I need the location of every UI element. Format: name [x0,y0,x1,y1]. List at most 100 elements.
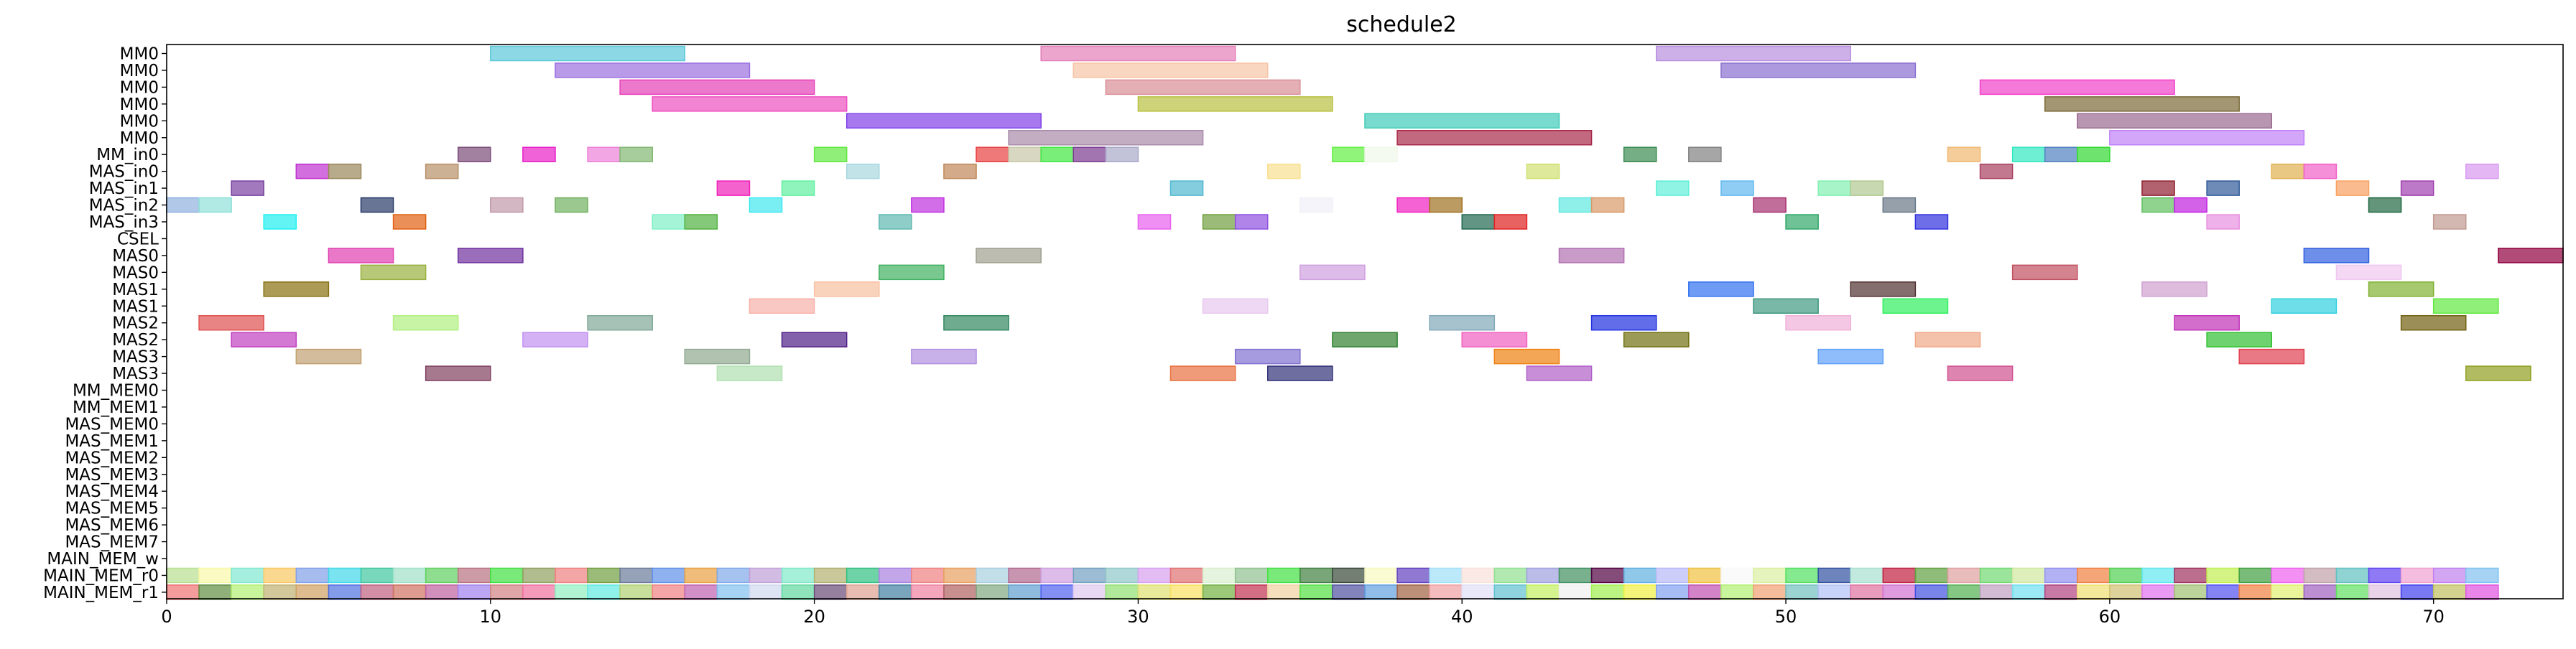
memory-slot-bar [457,567,491,584]
memory-slot-bar [231,584,264,600]
memory-slot-bar [328,584,362,600]
task-bar [1008,146,1042,162]
y-tick-label: MM0 [120,95,159,114]
task-bar [2044,96,2240,112]
memory-slot-bar [911,584,945,600]
memory-slot-bar [1040,567,1075,584]
y-tick-label: MAIN_MEM_r1 [43,584,159,602]
y-tick-label: MAS0 [112,247,159,266]
task-bar [522,332,588,347]
memory-slot-bar [490,567,524,584]
task-bar [684,348,751,365]
y-tick-label: MAIN_MEM_r0 [43,566,159,585]
task-bar [619,79,815,95]
task-bar [1720,62,1917,78]
x-tick-label: 10 [480,607,502,627]
memory-slot-bar [425,584,459,600]
task-bar [1526,365,1593,381]
task-bar [2271,163,2305,179]
y-tick-label: MM_in0 [96,146,159,164]
task-bar [2141,197,2175,213]
memory-slot-bar [845,567,880,584]
memory-slot-bar [1332,584,1366,600]
memory-slot-bar [587,584,621,600]
memory-slot-bar [1332,567,1366,584]
y-tick-label: MAS0 [112,263,159,282]
memory-slot-bar [392,567,427,584]
task-bar [2206,180,2240,196]
task-bar [1169,180,1204,196]
task-bar [231,332,297,347]
task-bar [2400,314,2467,331]
task-bar [652,96,848,112]
task-bar [1461,214,1496,230]
task-bar [1364,113,1560,129]
task-bar [392,214,427,230]
memory-slot-bar [976,584,1009,600]
memory-slot-bar [1979,567,2014,584]
task-bar [2077,146,2111,162]
memory-slot-bar [555,584,588,600]
memory-slot-bar [1396,567,1430,584]
memory-slot-bar [1947,584,1981,600]
memory-slot-bar [684,567,718,584]
memory-slot-bar [198,584,232,600]
memory-slot-bar [1914,584,1949,600]
task-bar [2432,298,2499,314]
memory-slot-bar [1785,584,1819,600]
memory-slot-bar [1882,567,1917,584]
memory-slot-bar [813,567,848,584]
y-tick-label: MAS_MEM5 [65,500,159,518]
memory-slot-bar [1558,584,1593,600]
task-bar [1558,197,1593,213]
memory-slot-bar [2141,567,2175,584]
memory-slot-bar [1008,567,1042,584]
memory-slot-bar [1817,584,1851,600]
y-tick-label: MAS_MEM6 [65,516,159,535]
task-bar [652,214,686,230]
memory-slot-bar [2432,567,2467,584]
task-bar [457,248,524,263]
task-bar [2238,348,2305,365]
task-bar [231,180,264,196]
memory-slot-bar [2011,584,2046,600]
y-tick-label: MM0 [120,45,159,64]
task-bar [1914,214,1949,230]
memory-slot-bar [2174,584,2207,600]
task-bar [1364,146,1398,162]
y-tick-label: MAS_MEM1 [65,432,159,451]
memory-slot-bar [392,584,427,600]
task-bar [879,264,945,281]
task-bar [2271,298,2338,314]
memory-slot-bar [2400,584,2434,600]
task-bar [2368,197,2402,213]
task-bar [2432,214,2467,230]
task-bar [1105,79,1301,95]
memory-slot-bar [587,567,621,584]
task-bar [1332,332,1398,347]
task-bar [2335,264,2402,281]
task-bar [425,365,491,381]
task-bar [295,348,362,365]
memory-slot-bar [555,567,588,584]
task-bar [1396,130,1593,146]
memory-slot-bar [2174,567,2207,584]
memory-slot-bar [198,567,232,584]
y-tick-label: CSEL [117,230,159,248]
task-bar [716,365,783,381]
task-bar [198,314,264,331]
task-bar [1202,214,1236,230]
task-bar [328,248,394,263]
task-bar [1655,180,1690,196]
memory-slot-bar [1493,567,1528,584]
x-tick-label: 0 [161,607,172,627]
memory-slot-bar [2077,584,2111,600]
task-bar [813,281,880,297]
y-tick-label: MAS2 [112,314,159,333]
task-bar [1947,146,1981,162]
memory-slot-bar [328,567,362,584]
memory-slot-bar [1202,567,1236,584]
task-bar [2011,264,2078,281]
memory-slot-bar [1720,567,1754,584]
